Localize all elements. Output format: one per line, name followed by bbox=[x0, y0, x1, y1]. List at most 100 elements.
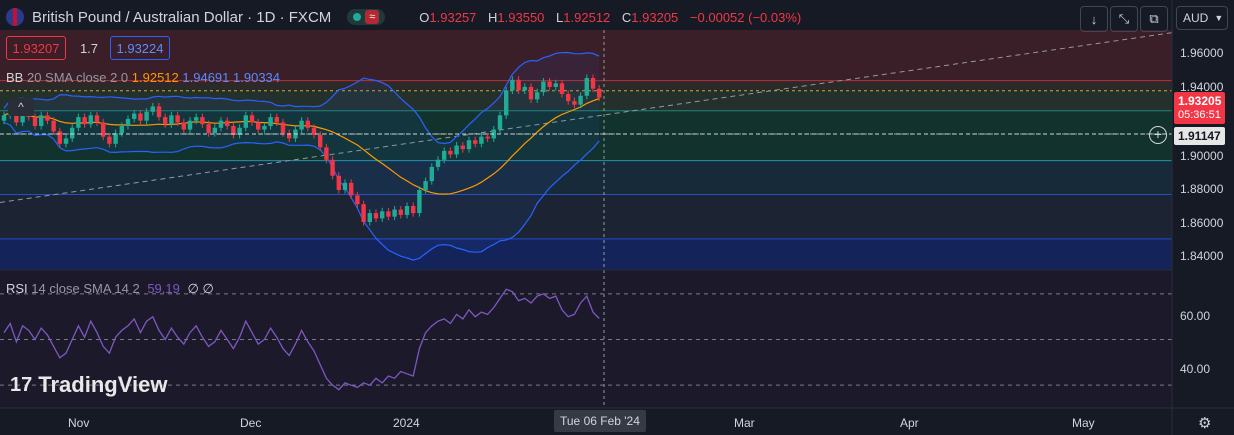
change-value: −0.00052 (−0.03%) bbox=[689, 9, 802, 25]
zone-band bbox=[0, 238, 1172, 270]
time-label: 2024 bbox=[393, 416, 420, 430]
candle bbox=[287, 133, 292, 139]
add-plus-icon[interactable]: + bbox=[1149, 126, 1167, 144]
candle bbox=[572, 101, 577, 105]
close-value: 1.93205 bbox=[631, 9, 679, 25]
candle bbox=[510, 79, 515, 91]
bb-lower-line bbox=[3, 121, 600, 261]
candle bbox=[206, 124, 211, 134]
candle bbox=[225, 120, 230, 126]
candle bbox=[349, 182, 354, 196]
rsi-params: 14 close SMA 14 2 bbox=[31, 281, 140, 296]
candle bbox=[528, 86, 534, 100]
candle bbox=[398, 209, 403, 215]
candle bbox=[175, 115, 180, 123]
price-tick: 1.88000 bbox=[1180, 182, 1224, 196]
ohlc-readout: O1.93257 H1.93550 L1.92512 C1.93205 −0.0… bbox=[419, 9, 802, 25]
tradingview-logo: 17 TradingView bbox=[10, 372, 168, 397]
zone-band bbox=[0, 30, 1172, 81]
time-label: May bbox=[1072, 416, 1095, 430]
last-price: 1.93205 bbox=[1178, 94, 1222, 108]
candle bbox=[1, 115, 7, 121]
rsi-value: 59.19 bbox=[147, 281, 180, 296]
sell-price-button[interactable]: 1.93207 bbox=[6, 36, 66, 60]
time-label: Nov bbox=[68, 416, 90, 430]
open-value: 1.93257 bbox=[429, 9, 477, 25]
candle bbox=[448, 150, 453, 155]
tradingview-logo-icon: 17 bbox=[10, 373, 33, 396]
candle bbox=[101, 122, 106, 137]
rsi-extra-1: ∅ bbox=[187, 281, 199, 296]
candle bbox=[280, 122, 286, 134]
candle bbox=[404, 206, 410, 215]
candle bbox=[541, 81, 546, 93]
candle bbox=[411, 206, 416, 214]
candle bbox=[212, 127, 217, 134]
candle bbox=[169, 115, 174, 125]
rsi-tick: 60.00 bbox=[1180, 309, 1211, 323]
screenshot-button[interactable]: ⧉ bbox=[1140, 6, 1168, 32]
screen-icon: ⧉ bbox=[1149, 11, 1159, 26]
buy-price-button[interactable]: 1.93224 bbox=[110, 36, 170, 60]
candle bbox=[578, 95, 583, 105]
candle bbox=[473, 140, 478, 144]
candle bbox=[144, 111, 149, 121]
rsi-legend[interactable]: RSI 14 close SMA 14 2 59.19 ∅ ∅ bbox=[6, 281, 214, 297]
candle bbox=[355, 195, 360, 205]
market-status[interactable]: ≈ bbox=[347, 9, 386, 25]
candle bbox=[504, 90, 509, 116]
settings-gear-icon[interactable]: ⚙ bbox=[1198, 415, 1212, 432]
candle bbox=[262, 126, 267, 130]
candle bbox=[485, 136, 490, 139]
candle bbox=[32, 117, 38, 126]
candle bbox=[194, 117, 199, 121]
arrow-down-icon: ↓ bbox=[1090, 11, 1098, 27]
low-value: 1.92512 bbox=[563, 9, 611, 25]
candle bbox=[249, 115, 255, 123]
candle bbox=[466, 140, 472, 150]
candle bbox=[231, 126, 236, 135]
candle bbox=[590, 78, 596, 89]
symbol-title[interactable]: British Pound / Australian Dollar · 1D ·… bbox=[32, 8, 332, 26]
candle bbox=[218, 120, 224, 128]
candle bbox=[82, 117, 87, 125]
chart-header: British Pound / Australian Dollar · 1D ·… bbox=[6, 8, 809, 26]
candle bbox=[522, 86, 527, 91]
candle bbox=[429, 166, 434, 182]
candle bbox=[516, 79, 521, 91]
candle bbox=[119, 126, 124, 134]
crosshair-date: Tue 06 Feb '24 bbox=[554, 410, 646, 432]
candle bbox=[547, 81, 552, 87]
candle bbox=[386, 211, 391, 217]
candle bbox=[417, 190, 422, 214]
price-tick: 1.86000 bbox=[1180, 216, 1224, 230]
currency-select[interactable]: AUD ▼ bbox=[1176, 6, 1228, 30]
candle bbox=[380, 211, 385, 219]
price-tick: 1.90000 bbox=[1180, 149, 1224, 163]
rsi-name: RSI bbox=[6, 281, 28, 296]
high-value: 1.93550 bbox=[497, 9, 545, 25]
candle bbox=[597, 88, 602, 98]
candle bbox=[243, 115, 248, 128]
candle bbox=[138, 113, 143, 121]
candle bbox=[200, 117, 205, 125]
last-price-tag: 1.93205 05:36:51 bbox=[1174, 92, 1226, 124]
candle bbox=[51, 120, 56, 132]
bb-upper-line bbox=[3, 51, 600, 145]
time-label: Apr bbox=[900, 416, 919, 430]
candle bbox=[367, 213, 372, 222]
price-tick: 1.94000 bbox=[1180, 80, 1224, 94]
crosshair-price-tag: 1.91147 bbox=[1174, 127, 1225, 145]
candle bbox=[163, 117, 168, 125]
expand-button[interactable]: ⤡ bbox=[1110, 6, 1138, 32]
candle bbox=[435, 159, 441, 167]
candle bbox=[94, 115, 100, 123]
candle bbox=[330, 159, 335, 176]
collapse-legend-button[interactable]: ^ bbox=[8, 98, 34, 116]
candle bbox=[299, 120, 304, 130]
arrow-down-button[interactable]: ↓ bbox=[1080, 6, 1108, 32]
bb-legend[interactable]: BB 20 SMA close 2 0 1.92512 1.94691 1.90… bbox=[6, 70, 280, 85]
zone-band bbox=[0, 194, 1172, 239]
time-label: Dec bbox=[240, 416, 262, 430]
